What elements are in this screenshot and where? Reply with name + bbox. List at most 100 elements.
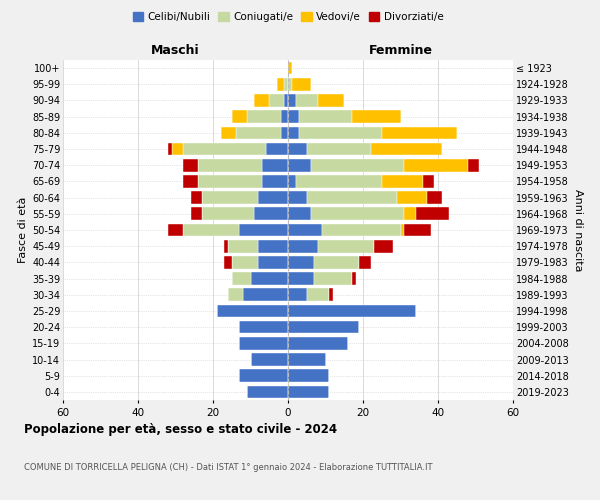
Text: Popolazione per età, sesso e stato civile - 2024: Popolazione per età, sesso e stato civil…	[24, 422, 337, 436]
Bar	[251, 353, 288, 366]
Bar	[318, 94, 344, 107]
Bar	[288, 272, 314, 285]
Bar	[288, 370, 329, 382]
Bar	[374, 240, 393, 252]
Bar	[427, 192, 442, 204]
Bar	[311, 159, 404, 172]
Bar	[262, 159, 288, 172]
Bar	[299, 126, 382, 139]
Bar	[292, 78, 311, 90]
Text: Femmine: Femmine	[368, 44, 433, 57]
Bar	[288, 288, 307, 301]
Bar	[288, 62, 292, 74]
Bar	[202, 208, 254, 220]
Bar	[288, 240, 318, 252]
Bar	[314, 272, 352, 285]
Bar	[404, 159, 468, 172]
Bar	[239, 370, 288, 382]
Bar	[288, 126, 299, 139]
Bar	[265, 142, 288, 156]
Y-axis label: Fasce di età: Fasce di età	[17, 197, 28, 263]
Bar	[288, 353, 325, 366]
Bar	[288, 94, 296, 107]
Bar	[401, 224, 404, 236]
Text: COMUNE DI TORRICELLA PELIGNA (CH) - Dati ISTAT 1° gennaio 2024 - Elaborazione TU: COMUNE DI TORRICELLA PELIGNA (CH) - Dati…	[24, 462, 433, 471]
Bar	[352, 110, 401, 123]
Bar	[191, 208, 202, 220]
Bar	[296, 175, 382, 188]
Bar	[239, 224, 288, 236]
Bar	[251, 272, 288, 285]
Bar	[281, 110, 288, 123]
Bar	[307, 142, 371, 156]
Bar	[168, 224, 183, 236]
Bar	[288, 386, 329, 398]
Text: Maschi: Maschi	[151, 44, 200, 57]
Bar	[288, 110, 299, 123]
Bar	[258, 240, 288, 252]
Bar	[202, 192, 258, 204]
Bar	[288, 256, 314, 268]
Bar	[228, 240, 258, 252]
Bar	[318, 240, 374, 252]
Bar	[322, 224, 401, 236]
Bar	[296, 94, 318, 107]
Bar	[288, 175, 296, 188]
Bar	[423, 175, 434, 188]
Bar	[198, 175, 262, 188]
Bar	[299, 110, 352, 123]
Bar	[232, 256, 258, 268]
Bar	[183, 224, 239, 236]
Bar	[243, 288, 288, 301]
Bar	[288, 224, 322, 236]
Bar	[311, 208, 404, 220]
Bar	[183, 159, 198, 172]
Bar	[221, 126, 235, 139]
Bar	[258, 256, 288, 268]
Bar	[254, 208, 288, 220]
Bar	[382, 126, 457, 139]
Bar	[183, 175, 198, 188]
Bar	[254, 94, 269, 107]
Bar	[281, 126, 288, 139]
Bar	[415, 208, 449, 220]
Bar	[183, 142, 265, 156]
Bar	[404, 224, 431, 236]
Bar	[352, 272, 355, 285]
Bar	[172, 142, 183, 156]
Bar	[239, 337, 288, 349]
Bar	[288, 208, 311, 220]
Bar	[329, 288, 333, 301]
Bar	[224, 256, 232, 268]
Bar	[307, 192, 397, 204]
Bar	[397, 192, 427, 204]
Bar	[224, 240, 228, 252]
Bar	[288, 142, 307, 156]
Y-axis label: Anni di nascita: Anni di nascita	[573, 188, 583, 271]
Bar	[232, 272, 251, 285]
Bar	[288, 78, 292, 90]
Bar	[247, 110, 281, 123]
Bar	[468, 159, 479, 172]
Bar	[288, 304, 415, 318]
Bar	[359, 256, 371, 268]
Bar	[314, 256, 359, 268]
Bar	[228, 288, 243, 301]
Bar	[284, 94, 288, 107]
Bar	[382, 175, 423, 188]
Bar	[277, 78, 284, 90]
Bar	[239, 321, 288, 334]
Bar	[269, 94, 284, 107]
Bar	[307, 288, 329, 301]
Bar	[198, 159, 262, 172]
Bar	[288, 192, 307, 204]
Bar	[258, 192, 288, 204]
Bar	[371, 142, 442, 156]
Bar	[288, 159, 311, 172]
Bar	[168, 142, 172, 156]
Bar	[404, 208, 415, 220]
Legend: Celibi/Nubili, Coniugati/e, Vedovi/e, Divorziati/e: Celibi/Nubili, Coniugati/e, Vedovi/e, Di…	[128, 8, 448, 26]
Bar	[191, 192, 202, 204]
Bar	[262, 175, 288, 188]
Bar	[288, 337, 348, 349]
